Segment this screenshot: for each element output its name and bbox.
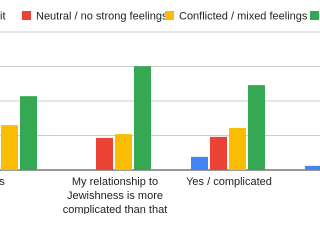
x-tick-label: Yes / complicated xyxy=(186,176,272,188)
bar xyxy=(248,85,265,170)
bar xyxy=(96,137,113,170)
bar xyxy=(115,134,132,170)
legend-label: Conflicted / mixed feelings xyxy=(179,10,308,22)
bar xyxy=(134,66,151,170)
legend-swatch xyxy=(310,11,319,20)
chart: it Neutral / no strong feelings Conflicted… xyxy=(0,10,320,214)
bar xyxy=(20,96,37,170)
bar xyxy=(305,165,320,170)
x-tick-label: My relationship to Jewishness is more co… xyxy=(62,176,168,214)
bar xyxy=(229,127,246,170)
bar xyxy=(191,156,208,170)
legend-label: it xyxy=(0,10,6,22)
legend-label: Neutral / no strong feelings xyxy=(36,10,168,22)
x-tick-label: es xyxy=(0,176,5,188)
legend-swatch xyxy=(165,11,174,20)
bar xyxy=(210,136,227,170)
chart-svg: it Neutral / no strong feelings Conflicted… xyxy=(0,10,320,171)
legend-swatch xyxy=(22,11,31,20)
bar xyxy=(1,125,18,170)
